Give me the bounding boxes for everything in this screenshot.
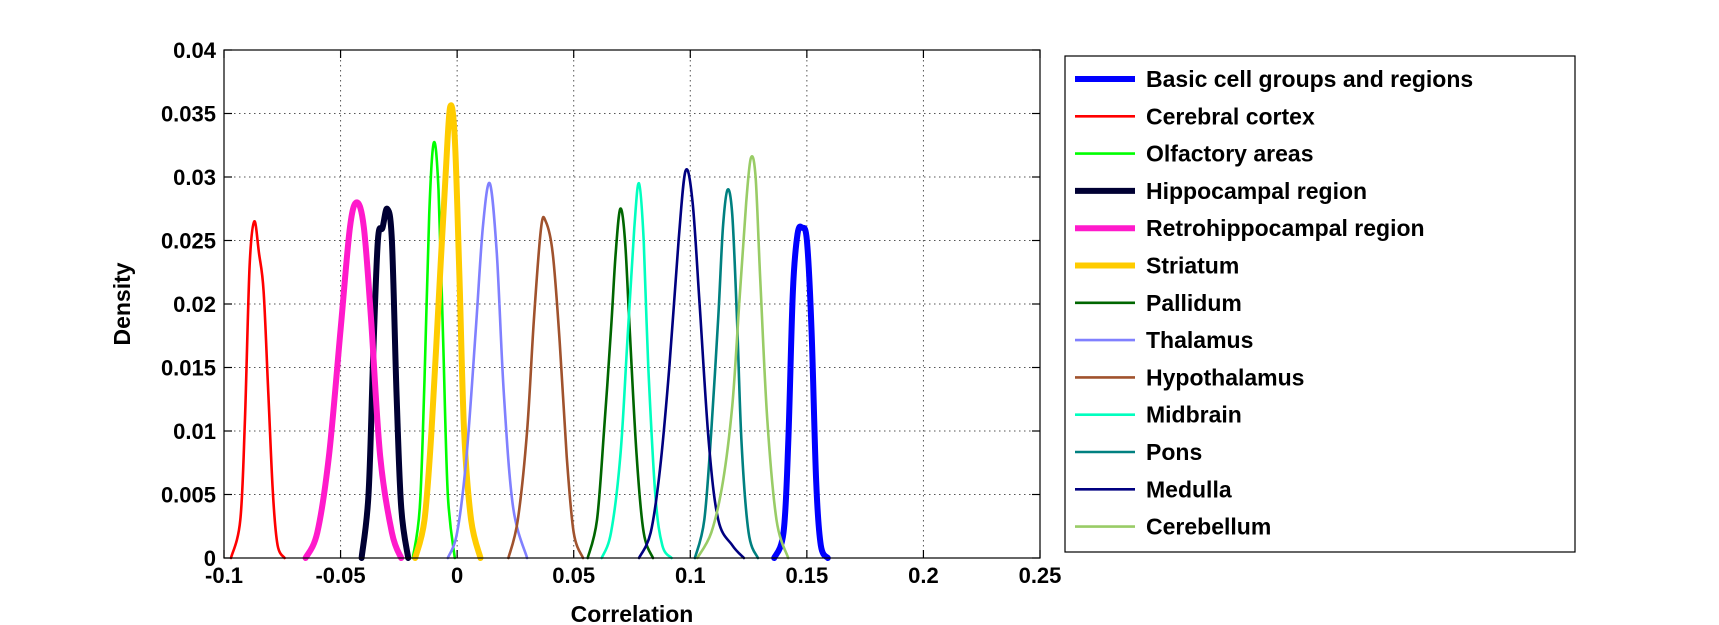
legend: Basic cell groups and regions Cerebral co… [1064, 55, 1576, 553]
x-tick-label: -0.05 [315, 563, 365, 588]
y-tick-label: 0.02 [173, 292, 216, 317]
legend-entry-basic-cell-groups-and-regions: Basic cell groups and regions [1075, 66, 1473, 92]
legend-label: Retrohippocampal region [1146, 215, 1425, 241]
legend-label: Thalamus [1146, 327, 1253, 353]
legend-entry-cerebellum: Cerebellum [1075, 514, 1271, 540]
legend-entry-midbrain: Midbrain [1075, 402, 1242, 428]
y-tick-labels: 0 0.005 0.01 0.015 0.02 0.025 0.03 0.035 0.04 [161, 38, 217, 571]
legend-label: Pallidum [1146, 290, 1242, 316]
x-tick-label: -0.1 [205, 563, 243, 588]
legend-entry-hypothalamus: Hypothalamus [1075, 364, 1304, 390]
series-line-thalamus [446, 181, 529, 560]
series-line-hippocampal-region [358, 205, 412, 561]
series-line-olfactory-areas [411, 140, 457, 560]
y-tick-label: 0 [204, 546, 216, 571]
legend-entry-striatum: Striatum [1075, 253, 1239, 279]
legend-label: Cerebral cortex [1146, 103, 1315, 129]
y-tick-label: 0.015 [161, 356, 216, 381]
x-tick-label: 0.2 [908, 563, 939, 588]
plot-area [224, 50, 1040, 558]
legend-label: Hippocampal region [1146, 178, 1367, 204]
series-line-cerebral-cortex [229, 220, 286, 560]
legend-entry-pons: Pons [1075, 439, 1202, 465]
x-axis-label: Correlation [571, 601, 694, 625]
y-tick-label: 0.025 [161, 229, 216, 254]
legend-label: Striatum [1146, 253, 1239, 279]
series-line-pallidum [586, 207, 655, 560]
legend-label: Pons [1146, 439, 1202, 465]
series-line-cerebellum [696, 154, 790, 560]
x-tick-label: 0.05 [552, 563, 595, 588]
legend-entry-olfactory-areas: Olfactory areas [1075, 141, 1313, 167]
series-line-medulla [637, 168, 746, 560]
x-tick-label: 0 [451, 563, 463, 588]
legend-entry-retrohippocampal-region: Retrohippocampal region [1075, 215, 1425, 241]
legend-entry-medulla: Medulla [1075, 476, 1232, 502]
series-line-hypothalamus [507, 215, 585, 560]
grid-lines [224, 50, 1040, 558]
series-line-midbrain [600, 182, 673, 560]
y-tick-label: 0.03 [173, 165, 216, 190]
x-tick-labels: -0.1 -0.05 0 0.05 0.1 0.15 0.2 0.25 [205, 563, 1061, 588]
legend-label: Olfactory areas [1146, 141, 1313, 167]
legend-label: Cerebellum [1146, 514, 1271, 540]
y-tick-label: 0.035 [161, 102, 216, 127]
y-tick-label: 0.005 [161, 483, 216, 508]
series-line-basic-cell-groups-and-regions [771, 223, 831, 561]
legend-entry-hippocampal-region: Hippocampal region [1075, 178, 1367, 204]
legend-entry-thalamus: Thalamus [1075, 327, 1253, 353]
axis-ticks [223, 49, 1041, 559]
legend-label: Hypothalamus [1146, 364, 1304, 390]
x-tick-label: 0.1 [675, 563, 706, 588]
series-line-striatum [412, 102, 484, 561]
y-axis-label: Density [109, 262, 135, 345]
legend-label: Medulla [1146, 476, 1232, 502]
y-tick-label: 0.04 [173, 38, 217, 63]
series-layer [229, 102, 831, 561]
legend-box [1064, 55, 1576, 553]
y-tick-label: 0.01 [173, 419, 216, 444]
legend-entry-pallidum: Pallidum [1075, 290, 1242, 316]
legend-label: Midbrain [1146, 402, 1242, 428]
x-tick-label: 0.25 [1019, 563, 1062, 588]
series-line-retrohippocampal-region [302, 199, 405, 561]
x-tick-label: 0.15 [785, 563, 828, 588]
legend-entry-cerebral-cortex: Cerebral cortex [1075, 103, 1315, 129]
legend-label: Basic cell groups and regions [1146, 66, 1473, 92]
